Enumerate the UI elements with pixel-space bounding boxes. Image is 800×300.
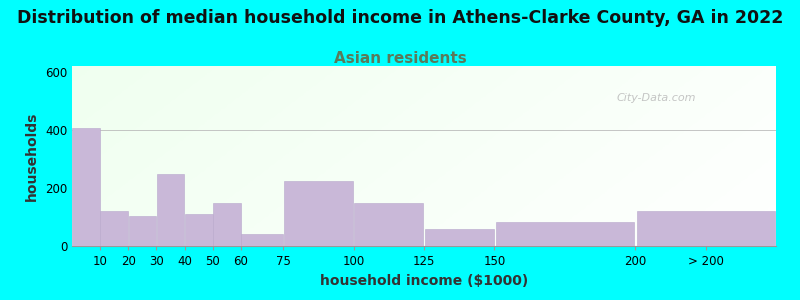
Bar: [425, 230, 494, 246]
Y-axis label: households: households: [26, 111, 39, 201]
Bar: [129, 215, 156, 246]
X-axis label: household income ($1000): household income ($1000): [320, 274, 528, 288]
Text: Distribution of median household income in Athens-Clarke County, GA in 2022: Distribution of median household income …: [17, 9, 783, 27]
Text: City-Data.com: City-Data.com: [617, 93, 696, 103]
Bar: [242, 234, 282, 246]
Bar: [354, 203, 423, 246]
Bar: [101, 211, 128, 246]
Bar: [72, 128, 100, 246]
Bar: [284, 181, 353, 246]
Bar: [157, 174, 184, 246]
Bar: [496, 222, 634, 246]
Bar: [213, 203, 241, 246]
Bar: [185, 214, 213, 246]
Text: Asian residents: Asian residents: [334, 51, 466, 66]
Bar: [637, 211, 774, 246]
